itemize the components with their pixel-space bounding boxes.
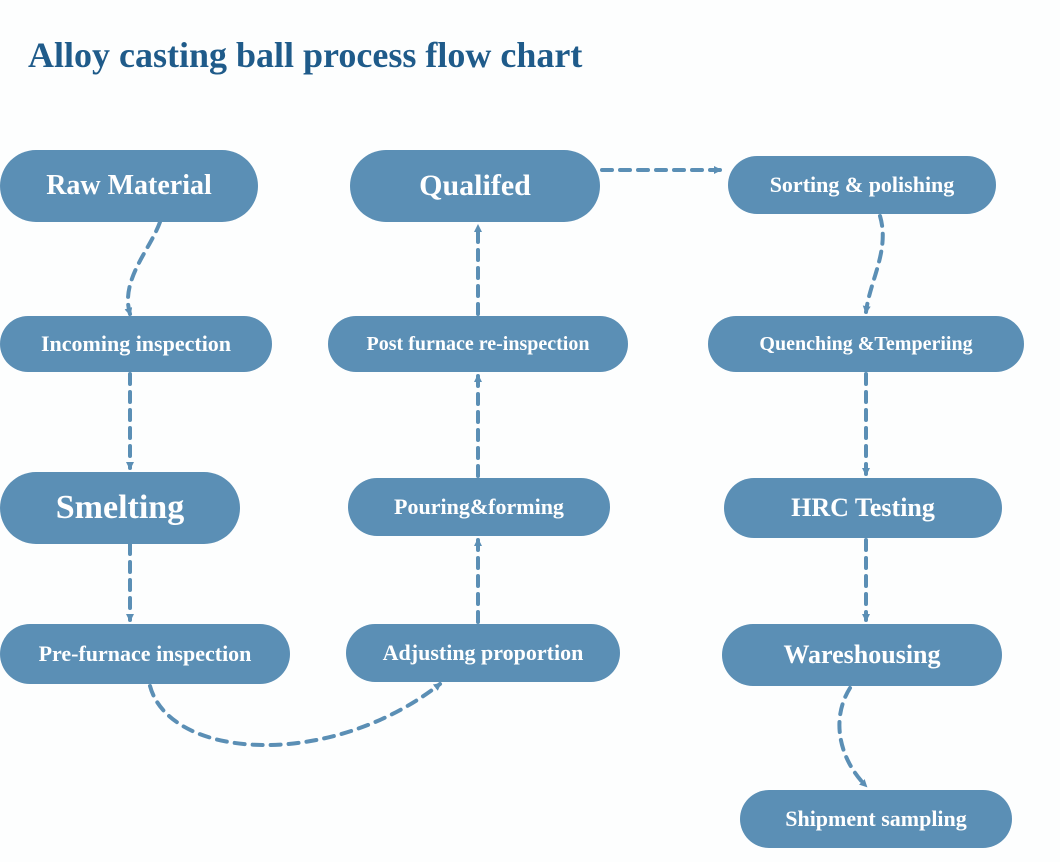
- node-pre-furnace: Pre-furnace inspection: [0, 624, 290, 684]
- page-title: Alloy casting ball process flow chart: [28, 34, 582, 76]
- node-sorting-polishing: Sorting & polishing: [728, 156, 996, 214]
- flow-edge: [150, 684, 440, 745]
- node-shipment-sampling: Shipment sampling: [740, 790, 1012, 848]
- node-pouring-forming: Pouring&forming: [348, 478, 610, 536]
- node-hrc-testing: HRC Testing: [724, 478, 1002, 538]
- node-warehousing: Wareshousing: [722, 624, 1002, 686]
- node-incoming-inspection: Incoming inspection: [0, 316, 272, 372]
- flow-edge: [866, 216, 883, 312]
- node-adjusting: Adjusting proportion: [346, 624, 620, 682]
- node-post-furnace: Post furnace re-inspection: [328, 316, 628, 372]
- flow-edge: [839, 688, 866, 786]
- node-quenching-tempering: Quenching &Temperiing: [708, 316, 1024, 372]
- flow-edges: [0, 0, 1060, 862]
- node-raw-material: Raw Material: [0, 150, 258, 222]
- node-qualified: Qualifed: [350, 150, 600, 222]
- node-smelting: Smelting: [0, 472, 240, 544]
- flow-edge: [128, 222, 160, 314]
